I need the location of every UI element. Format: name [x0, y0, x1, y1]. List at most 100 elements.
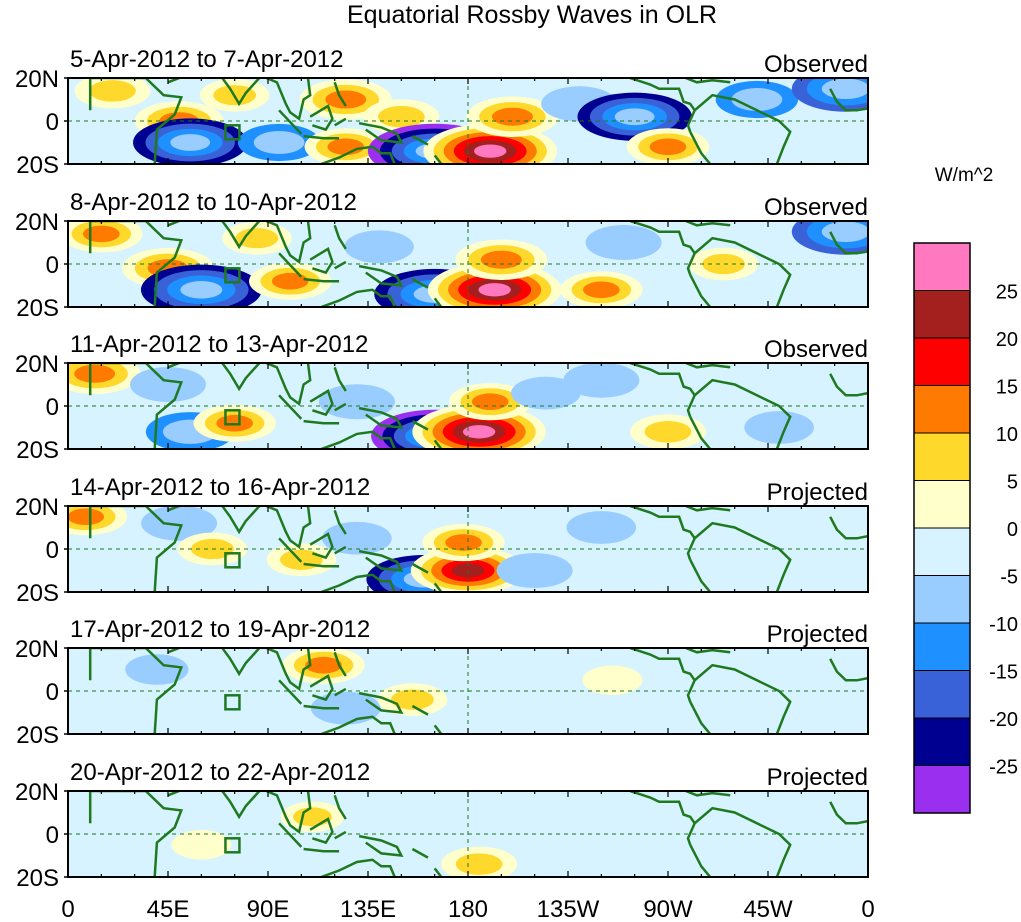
olr-anomaly — [441, 846, 518, 877]
coastlines — [88, 648, 868, 734]
coastline — [320, 430, 396, 449]
contour-band — [496, 553, 573, 588]
coastline — [685, 221, 731, 227]
coastline — [433, 154, 443, 164]
contour-band — [566, 511, 637, 544]
olr-anomaly — [496, 553, 573, 588]
contour-band — [510, 376, 581, 410]
coastline — [629, 648, 696, 682]
contour-band — [180, 281, 223, 299]
contour-band — [462, 425, 496, 439]
coastline — [358, 121, 404, 144]
y-tick-label: 0 — [46, 679, 59, 706]
coastline — [303, 562, 340, 568]
olr-anomaly — [140, 264, 262, 307]
coastline — [320, 145, 396, 164]
colorbar-box — [913, 242, 971, 291]
coastline — [689, 416, 712, 449]
maldives-box — [224, 409, 241, 426]
olr-field — [68, 221, 868, 307]
y-tick-label: 20S — [16, 580, 59, 607]
y-tick-label: 20S — [16, 437, 59, 464]
coastline — [334, 830, 347, 840]
x-tick-label: 0 — [861, 896, 874, 922]
contour-band — [170, 134, 211, 151]
contour-band — [377, 105, 425, 128]
coastline — [433, 724, 443, 734]
colorbar-tick-label: -10 — [989, 614, 1018, 636]
coastline — [220, 221, 315, 265]
olr-anomaly — [455, 239, 548, 280]
coastline — [686, 236, 792, 307]
olr-anomaly — [68, 363, 141, 394]
coastline — [629, 506, 696, 540]
coastline — [689, 844, 712, 877]
coastline — [358, 264, 404, 287]
contour-band — [744, 411, 814, 444]
coastline — [278, 109, 303, 135]
y-tick-label: 0 — [46, 394, 59, 421]
coastline — [334, 117, 347, 127]
olr-anomaly — [560, 271, 643, 307]
coastlines — [88, 506, 868, 592]
coastline — [309, 389, 334, 417]
panel-period: 20-Apr-2012 to 22-Apr-2012 — [70, 759, 370, 786]
coastline — [220, 648, 315, 692]
coastline — [411, 420, 429, 431]
olr-anomaly — [74, 78, 151, 109]
x-axis: 0 45E 90E 135E 180 135W 90W 45W 0 — [61, 896, 874, 922]
coastline — [303, 134, 340, 140]
olr-anomaly — [630, 414, 706, 449]
coastline — [433, 297, 443, 307]
y-tick-label: 20N — [15, 209, 59, 236]
contour-band — [292, 807, 332, 827]
olr-anomaly — [141, 506, 218, 541]
panel-status: Observed — [764, 336, 868, 363]
x-tick-label: 45W — [743, 896, 793, 922]
contour-band — [644, 421, 692, 443]
coastline — [829, 516, 868, 540]
olr-anomaly — [344, 230, 414, 264]
panel-2: 20N 0 20S 8-Apr-2012 to 10-Apr-2012 Observed — [15, 189, 869, 322]
y-tick-label: 20N — [15, 779, 59, 806]
coastline — [686, 378, 792, 449]
olr-field — [68, 78, 868, 164]
coastline — [334, 687, 347, 697]
coastline — [334, 402, 347, 412]
colorbar-tick-label: -15 — [989, 662, 1018, 684]
coastline — [685, 791, 731, 797]
contour-band — [474, 144, 507, 158]
contour-band — [74, 364, 116, 383]
colorbar-tick-label: -20 — [989, 709, 1018, 731]
olr-field — [68, 363, 868, 449]
coastline — [309, 817, 334, 845]
contour-band — [68, 508, 105, 526]
colorbar-tick-label: 10 — [996, 424, 1018, 446]
colorbar: W/m^2 -25 -20 -15 -10 -5 0 5 10 15 20 25 — [913, 165, 1018, 814]
contour-band — [391, 689, 434, 710]
olr-anomaly — [133, 118, 248, 164]
colorbar-tick-label: -5 — [1000, 567, 1018, 589]
y-tick-label: 20S — [16, 722, 59, 749]
coastline — [333, 509, 347, 535]
contour-band — [445, 534, 482, 551]
coastline — [629, 791, 696, 825]
panel-period: 14-Apr-2012 to 16-Apr-2012 — [70, 474, 370, 501]
panel-status: Projected — [767, 479, 868, 506]
olr-anomaly — [688, 247, 759, 281]
coastline — [829, 801, 868, 825]
coastline — [88, 791, 184, 877]
colorbar-tick-label: 5 — [1007, 472, 1018, 494]
coastlines — [88, 78, 868, 164]
coastline — [411, 704, 429, 716]
coastline — [685, 506, 731, 512]
panel-period: 11-Apr-2012 to 13-Apr-2012 — [70, 331, 368, 358]
contour-band — [478, 283, 511, 297]
coastline — [334, 260, 347, 270]
colorbar-tick-label: -25 — [989, 757, 1018, 779]
contour-band — [271, 272, 309, 290]
olr-anomaly — [68, 221, 143, 253]
coastline — [334, 545, 347, 555]
coastline — [686, 663, 792, 734]
coastline — [88, 78, 184, 164]
